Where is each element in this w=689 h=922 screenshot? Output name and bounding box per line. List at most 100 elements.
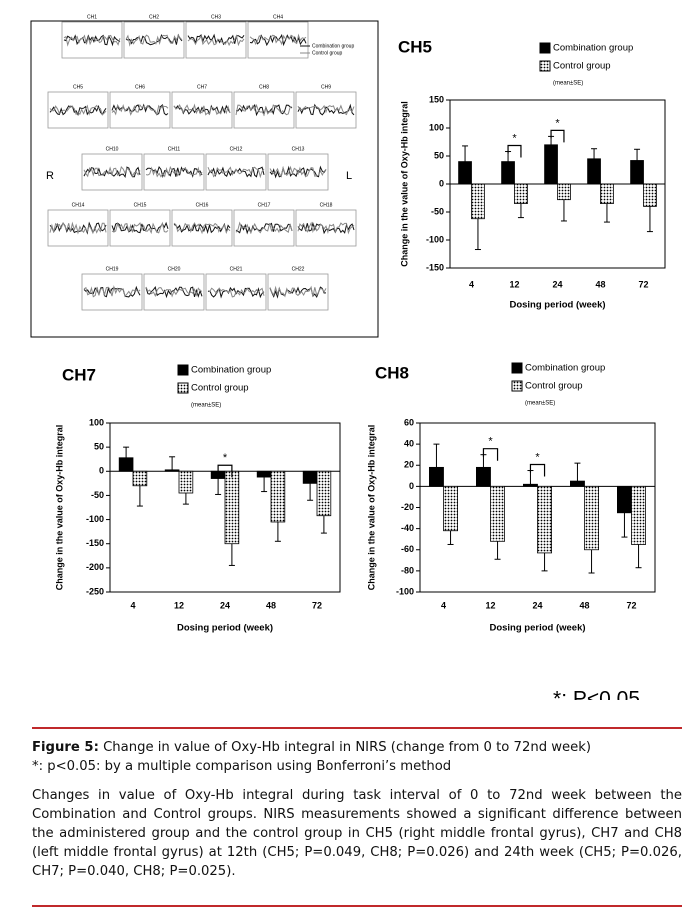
legend-swatch	[511, 362, 523, 374]
x-tick-label: 24	[532, 600, 542, 610]
legend-swatch	[539, 42, 551, 54]
legend-swatch	[511, 380, 523, 392]
channel-trace	[207, 286, 265, 299]
y-tick-label: -50	[431, 206, 444, 216]
channel-label: CH18	[320, 202, 333, 208]
y-tick-label: 50	[94, 442, 104, 452]
bar	[557, 183, 571, 201]
bar	[443, 485, 459, 532]
bar	[490, 485, 506, 542]
channel-box	[267, 153, 329, 191]
bar	[600, 183, 614, 205]
channel-trace	[49, 221, 107, 235]
channel-label: CH15	[134, 202, 147, 208]
bar	[224, 470, 240, 545]
channel-box	[61, 21, 123, 59]
legend-label: Combination group	[553, 43, 633, 54]
y-tick-label: 60	[404, 417, 414, 427]
y-tick-label: -60	[401, 544, 414, 554]
channel-trace	[297, 221, 355, 235]
legend-label: Control group	[191, 383, 249, 394]
y-axis-label: Change in the value of Oxy-Hb integral	[54, 425, 64, 591]
x-tick-label: 4	[469, 279, 474, 289]
caption-title: Figure 5: Change in value of Oxy-Hb inte…	[32, 738, 682, 757]
bar	[475, 466, 491, 487]
channel-trace	[145, 165, 203, 178]
bar	[471, 183, 485, 220]
y-tick-label: 40	[404, 439, 414, 449]
channel-trace	[235, 221, 293, 234]
legend-label: Control group	[553, 61, 611, 72]
bar	[587, 158, 601, 185]
channel-label: CH14	[72, 202, 85, 208]
channel-label: CH2	[149, 14, 159, 20]
channel-trace	[235, 103, 293, 116]
channel-box	[295, 91, 357, 129]
legend-note: (mean±SE)	[525, 401, 555, 407]
channel-trace	[297, 221, 355, 235]
legend-swatch	[177, 382, 189, 394]
bar	[501, 161, 515, 185]
caption-body: Changes in value of Oxy-Hb integral duri…	[32, 788, 682, 879]
channel-trace	[49, 104, 107, 116]
y-tick-label: 0	[439, 178, 444, 188]
significance-bracket	[507, 144, 522, 158]
y-tick-label: -150	[86, 538, 104, 548]
channel-trace	[111, 221, 169, 234]
channel-box	[233, 209, 295, 247]
channel-box	[171, 91, 233, 129]
bar	[164, 469, 180, 472]
x-tick-label: 4	[441, 600, 446, 610]
channel-trace	[173, 222, 231, 234]
significance-bracket	[529, 463, 546, 477]
bar	[178, 470, 194, 494]
x-tick-label: 48	[579, 600, 589, 610]
rule	[32, 727, 682, 729]
x-axis-label: Dosing period (week)	[489, 623, 585, 634]
channel-label: CH4	[273, 14, 283, 20]
bar	[302, 470, 318, 484]
bar	[316, 470, 332, 517]
legend-label: Combination group	[312, 43, 354, 49]
y-tick-label: -250	[86, 586, 104, 596]
caption-text: Change in value of Oxy-Hb integral in NI…	[103, 740, 592, 755]
x-tick-label: 24	[220, 600, 230, 610]
bar	[523, 483, 538, 487]
channel-trace	[173, 103, 231, 116]
chart-title: CH7	[62, 365, 96, 384]
channel-label: CH6	[135, 84, 145, 90]
channel-box	[205, 153, 267, 191]
channel-box	[185, 21, 247, 59]
channel-trace	[83, 166, 141, 178]
channel-label: CH7	[197, 84, 207, 90]
channel-trace	[187, 34, 245, 47]
channel-label: CH20	[168, 266, 181, 272]
channel-trace	[297, 104, 355, 116]
legend-label: Control group	[312, 50, 343, 56]
y-tick-label: 100	[429, 122, 444, 132]
y-tick-label: -50	[91, 490, 104, 500]
significance-mark: *	[512, 132, 517, 144]
bar	[630, 160, 644, 185]
rule	[32, 905, 682, 907]
bar	[617, 485, 632, 514]
x-tick-label: 72	[626, 600, 636, 610]
channel-label: CH9	[321, 84, 331, 90]
side-label: R	[46, 170, 54, 182]
y-axis-label: Change in the value of Oxy-Hb integral	[366, 425, 376, 591]
channel-box	[143, 273, 205, 311]
channel-box	[267, 273, 329, 311]
channel-label: CH3	[211, 14, 221, 20]
y-tick-label: 0	[99, 466, 104, 476]
bar	[118, 457, 134, 472]
channel-trace	[49, 104, 107, 116]
channel-label: CH22	[292, 266, 305, 272]
y-tick-label: 50	[434, 150, 444, 160]
channel-box	[81, 273, 143, 311]
channel-trace	[207, 166, 265, 179]
channel-box	[47, 91, 109, 129]
channel-label: CH16	[196, 202, 209, 208]
y-tick-label: -40	[401, 523, 414, 533]
y-tick-label: -150	[426, 262, 444, 272]
plot-frame	[109, 422, 341, 593]
